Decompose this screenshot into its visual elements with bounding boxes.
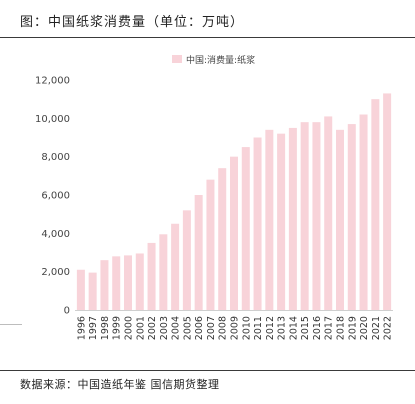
y-tick-label: 12,000 xyxy=(35,76,70,87)
bar-1998 xyxy=(100,260,109,310)
x-tick-label: 2016 xyxy=(312,316,323,340)
x-tick-label: 2013 xyxy=(277,316,288,340)
bar-2021 xyxy=(371,99,380,311)
x-tick-label: 2001 xyxy=(135,316,146,340)
x-tick-label: 2010 xyxy=(241,316,252,340)
x-tick-label: 2005 xyxy=(182,316,193,340)
bars xyxy=(76,93,392,311)
bar-2020 xyxy=(359,114,368,310)
bar-1999 xyxy=(112,256,121,310)
bar-2000 xyxy=(123,255,133,310)
bar-2010 xyxy=(241,147,250,310)
bar-2001 xyxy=(135,253,144,310)
bar-2007 xyxy=(206,179,215,310)
bar-2015 xyxy=(300,122,309,311)
bar-2016 xyxy=(312,122,321,311)
y-tick-label: 2,000 xyxy=(41,267,70,278)
legend: 中国:消费量:纸浆 xyxy=(172,52,255,66)
x-tick-label: 1997 xyxy=(88,316,99,340)
y-tick-label: 0 xyxy=(64,306,70,317)
footer-divider xyxy=(0,370,415,371)
bar-1997 xyxy=(88,272,97,310)
x-tick-label: 1998 xyxy=(100,316,111,340)
bar-2017 xyxy=(324,116,333,311)
x-tick-label: 2003 xyxy=(159,316,170,340)
x-axis: 1996 1997 1998 1999 2000 2001 2002 2003 2004 2005… xyxy=(76,316,393,340)
x-tick-label: 2021 xyxy=(371,316,382,340)
bar-2005 xyxy=(182,210,191,310)
bar-2012 xyxy=(265,129,274,310)
y-tick-label: 4,000 xyxy=(41,229,70,240)
x-tick-label: 2008 xyxy=(218,316,229,340)
x-tick-label: 2000 xyxy=(124,316,135,340)
x-tick-label: 2019 xyxy=(347,316,358,340)
bar-1996 xyxy=(76,269,85,310)
source-note: 数据来源：中国造纸年鉴 国信期货整理 xyxy=(20,378,220,391)
x-tick-label: 1999 xyxy=(112,316,123,340)
bar-2002 xyxy=(147,242,156,310)
bar-2014 xyxy=(288,127,297,311)
x-tick-label: 2002 xyxy=(147,316,158,340)
y-axis: 0 2,000 4,000 6,000 8,000 10,000 12,000 xyxy=(35,76,70,317)
bar-2013 xyxy=(277,133,286,310)
bar-2019 xyxy=(347,124,356,310)
bar-2004 xyxy=(171,223,180,310)
x-tick-label: 2004 xyxy=(171,316,182,340)
x-tick-label: 2022 xyxy=(383,316,394,340)
legend-label: 中国:消费量:纸浆 xyxy=(186,55,256,66)
side-divider xyxy=(0,324,22,325)
y-tick-label: 10,000 xyxy=(35,114,70,125)
bar-2018 xyxy=(335,129,345,310)
x-tick-label: 1996 xyxy=(76,316,87,340)
bar-2011 xyxy=(253,137,262,310)
x-tick-label: 2018 xyxy=(336,316,347,340)
bar-2003 xyxy=(159,234,168,310)
bar-2008 xyxy=(218,168,227,310)
x-tick-label: 2011 xyxy=(253,316,264,340)
y-tick-label: 6,000 xyxy=(41,191,70,202)
bar-2022 xyxy=(383,93,392,311)
x-tick-label: 2006 xyxy=(194,316,205,340)
chart-title: 图：中国纸浆消费量（单位：万吨） xyxy=(20,15,245,30)
x-tick-label: 2014 xyxy=(288,316,299,340)
legend-swatch xyxy=(172,55,182,63)
bar-2009 xyxy=(229,156,239,310)
x-tick-label: 2007 xyxy=(206,316,217,340)
title-divider xyxy=(0,37,415,38)
y-tick-label: 8,000 xyxy=(41,152,70,163)
x-tick-label: 2020 xyxy=(359,316,370,340)
x-tick-label: 2017 xyxy=(324,316,335,340)
x-tick-label: 2015 xyxy=(300,316,311,340)
bar-2006 xyxy=(194,195,203,310)
x-tick-label: 2009 xyxy=(230,316,241,340)
x-tick-label: 2012 xyxy=(265,316,276,340)
